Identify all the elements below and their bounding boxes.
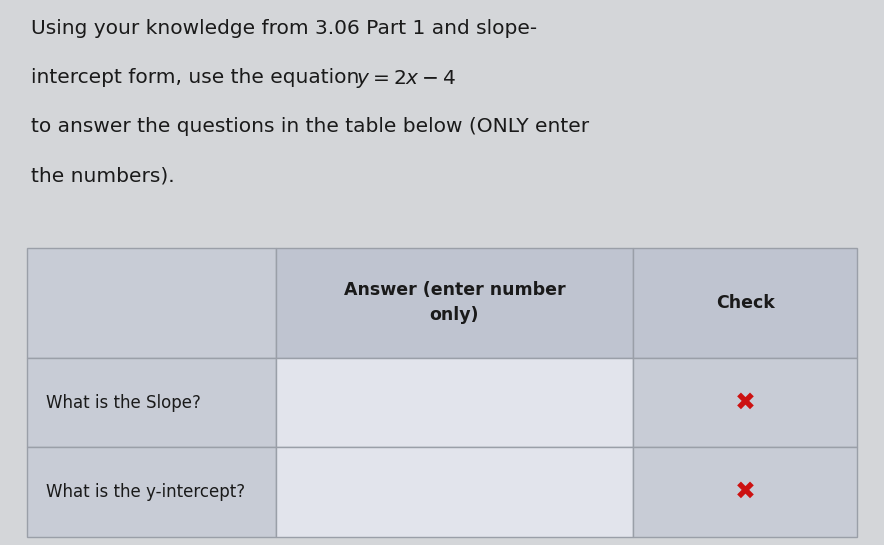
Text: Answer (enter number
only): Answer (enter number only) xyxy=(344,281,565,324)
Bar xyxy=(633,358,857,447)
Text: What is the Slope?: What is the Slope? xyxy=(46,393,201,411)
Bar xyxy=(27,358,276,447)
Bar xyxy=(276,358,633,447)
Text: intercept form, use the equation: intercept form, use the equation xyxy=(31,68,366,87)
Text: to answer the questions in the table below (ONLY enter: to answer the questions in the table bel… xyxy=(31,117,589,136)
Text: ✖: ✖ xyxy=(735,391,756,415)
Bar xyxy=(27,248,276,358)
Bar xyxy=(276,248,633,358)
Text: $y = 2x - 4$: $y = 2x - 4$ xyxy=(356,68,456,90)
Text: Check: Check xyxy=(716,294,774,312)
Text: ✖: ✖ xyxy=(735,480,756,504)
Bar xyxy=(633,248,857,358)
Bar xyxy=(633,447,857,537)
Bar xyxy=(276,447,633,537)
Text: Using your knowledge from 3.06 Part 1 and slope-: Using your knowledge from 3.06 Part 1 an… xyxy=(31,19,537,38)
Text: the numbers).: the numbers). xyxy=(31,166,174,185)
Text: What is the y-intercept?: What is the y-intercept? xyxy=(46,483,245,501)
Bar xyxy=(27,447,276,537)
